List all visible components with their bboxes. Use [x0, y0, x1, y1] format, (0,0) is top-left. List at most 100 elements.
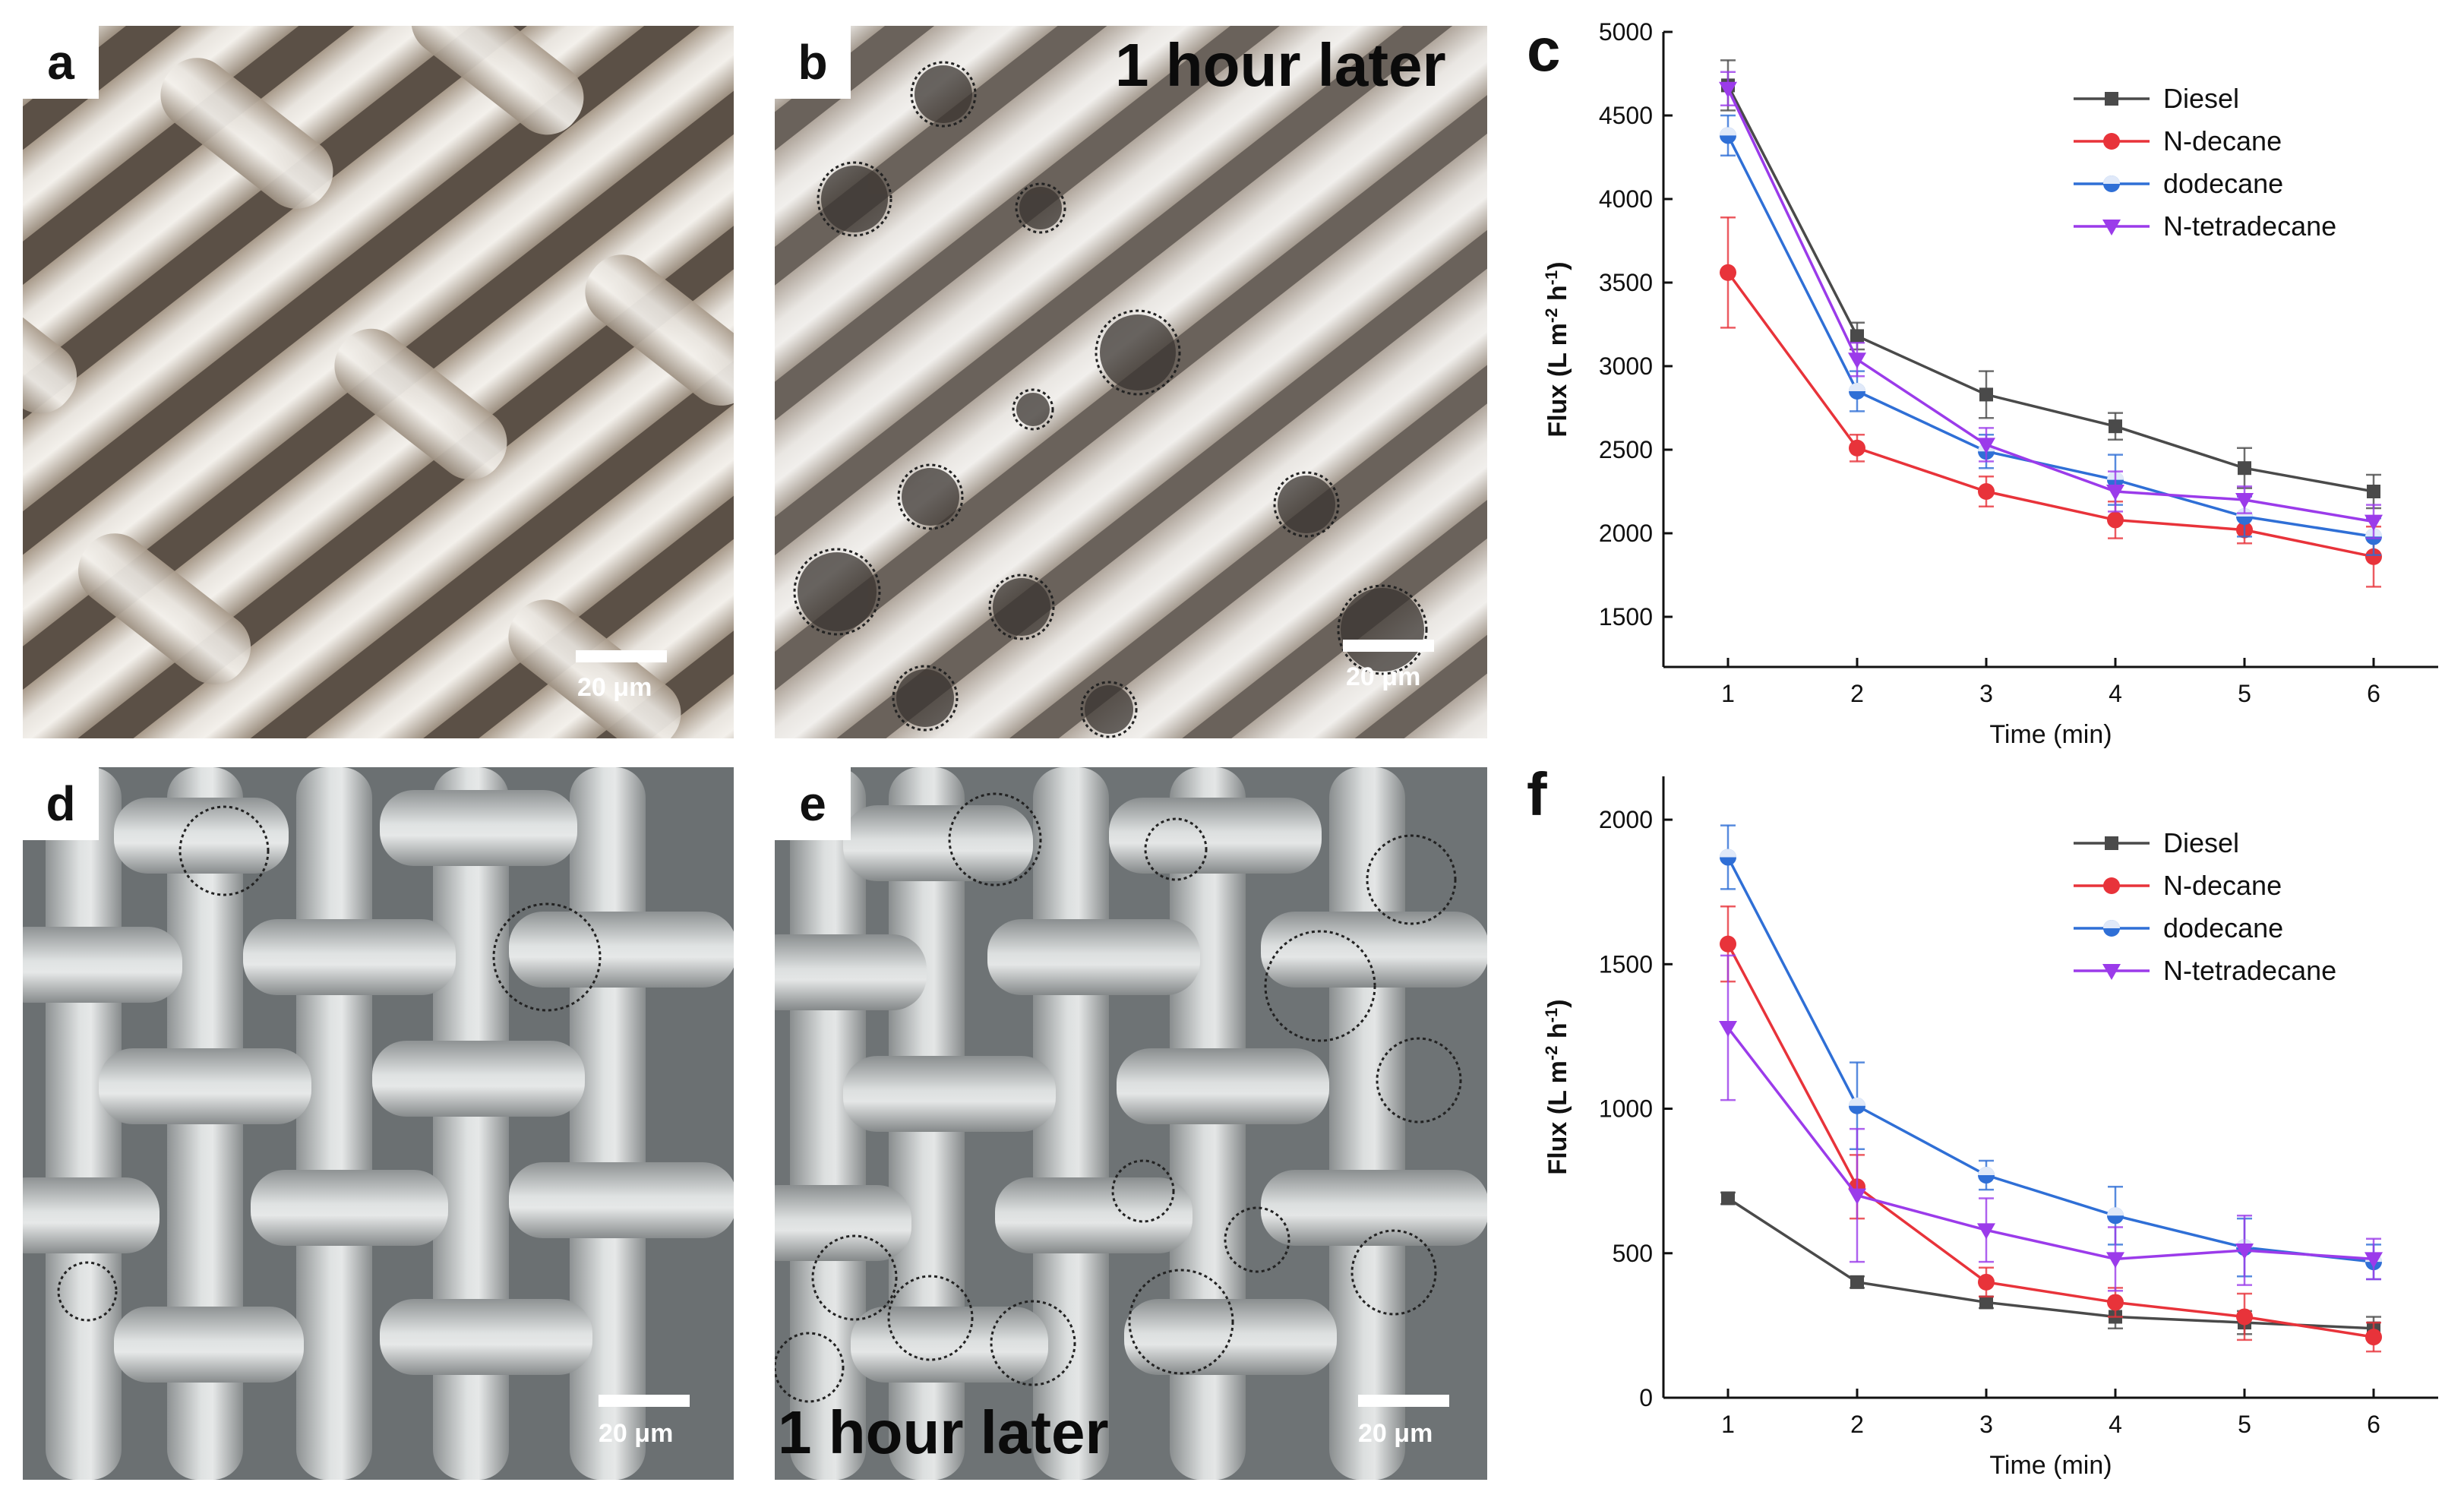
x-tick-label: 3	[1979, 680, 1993, 707]
legend-label: Diesel	[2163, 827, 2239, 858]
data-point-triangle	[1848, 352, 1866, 369]
y-tick-label: 2000	[1599, 520, 1653, 547]
series-diesel	[1720, 59, 2381, 510]
legend-item: N-tetradecane	[2074, 955, 2336, 986]
data-point-triangle	[1977, 1223, 1995, 1240]
data-point-triangle	[1848, 1188, 1866, 1205]
data-point-half	[2103, 920, 2120, 928]
y-tick-label: 2500	[1599, 436, 1653, 463]
data-point-circle	[2107, 1294, 2124, 1311]
series-n-decane	[1720, 216, 2382, 588]
y-tick-label: 1500	[1599, 950, 1653, 978]
micrograph-b: b 1 hour later 20 μm	[775, 26, 1487, 738]
x-tick-label: 5	[2238, 1411, 2251, 1438]
plain-weave-droplets-texture	[775, 767, 1487, 1480]
micrograph-e: e 1 hour later 20 μm	[775, 767, 1487, 1480]
flux-chart-f: 0 500 1000 1500 2000 1 2 3 4 5 6 Time (min) Flux (L …	[1542, 776, 2438, 1480]
series-line	[1726, 134, 2374, 539]
x-tick-label: 4	[2109, 1411, 2122, 1438]
data-point-half	[2107, 1207, 2124, 1216]
data-point-square	[2238, 461, 2251, 476]
panel-letter-e: e	[775, 767, 851, 840]
series-n-tetradecane	[1719, 71, 2383, 539]
y-tick-label: 3500	[1599, 269, 1653, 296]
micrograph-d: d 20 μm	[23, 767, 734, 1480]
data-point-circle	[1978, 483, 1995, 500]
data-point-triangle	[2364, 514, 2383, 531]
y-tick-label: 1500	[1599, 603, 1653, 630]
data-point-triangle	[2106, 485, 2124, 501]
legend-item: Diesel	[2074, 827, 2239, 858]
series-line	[1726, 271, 2374, 558]
data-point-square	[2105, 92, 2118, 106]
x-tick-label: 3	[1979, 1411, 1993, 1438]
x-axis-label: Time (min)	[1989, 1451, 2112, 1480]
scale-bar-a	[576, 650, 667, 662]
legend-label: N-tetradecane	[2163, 955, 2336, 986]
data-point-square	[2105, 836, 2118, 850]
data-point-half	[1720, 849, 1736, 858]
x-tick-label: 1	[1721, 1411, 1735, 1438]
legend-label: dodecane	[2163, 912, 2283, 943]
legend-item: dodecane	[2074, 912, 2283, 943]
legend-item: dodecane	[2074, 168, 2283, 199]
data-point-square	[1850, 329, 1864, 343]
data-point-square	[2367, 485, 2380, 498]
data-point-circle	[2365, 548, 2382, 565]
panel-letter-a: a	[23, 26, 99, 99]
data-point-circle	[1849, 439, 1865, 457]
y-tick-label: 1000	[1599, 1095, 1653, 1123]
scale-bar-d	[599, 1395, 690, 1407]
x-axis-label: Time (min)	[1989, 720, 2112, 749]
legend-item: N-decane	[2074, 870, 2282, 901]
series-dodecane	[1720, 824, 2382, 1281]
series-line	[1726, 1026, 2374, 1261]
panel-letter-f: f	[1527, 760, 1547, 828]
data-point-circle	[2236, 1308, 2253, 1326]
data-point-half	[1849, 1097, 1865, 1106]
y-tick-label: 3000	[1599, 352, 1653, 380]
data-point-circle	[1720, 935, 1736, 953]
data-point-triangle	[2235, 1243, 2254, 1259]
data-point-half	[2103, 175, 2120, 184]
data-point-circle	[2103, 877, 2120, 894]
y-tick-label: 5000	[1599, 18, 1653, 46]
x-tick-label: 2	[1850, 680, 1864, 707]
x-tick-label: 2	[1850, 1411, 1864, 1438]
x-tick-label: 6	[2367, 680, 2380, 707]
data-point-triangle	[1977, 438, 1995, 454]
data-point-circle	[1978, 1273, 1995, 1291]
data-point-triangle	[2102, 220, 2121, 235]
x-tick-label: 5	[2238, 680, 2251, 707]
legend-label: N-decane	[2163, 125, 2282, 156]
scale-label-e: 20 μm	[1358, 1419, 1433, 1448]
data-point-half	[1978, 1167, 1995, 1176]
plain-weave-texture	[23, 767, 734, 1480]
scale-bar-b	[1343, 640, 1434, 652]
scale-bar-e	[1358, 1395, 1449, 1407]
y-axis-label: Flux (L m-2 h-1)	[1542, 261, 1572, 437]
micrograph-a: a 20 μm	[23, 26, 734, 738]
y-axis-label: Flux (L m-2 h-1)	[1542, 999, 1572, 1174]
data-point-triangle	[2102, 964, 2121, 980]
legend-item: N-decane	[2074, 125, 2282, 156]
y-tick-label: 4500	[1599, 102, 1653, 129]
legend-item: Diesel	[2074, 83, 2239, 114]
data-point-circle	[2107, 511, 2124, 529]
data-point-circle	[1720, 264, 1736, 281]
data-point-square	[2109, 419, 2122, 434]
scale-label-d: 20 μm	[599, 1419, 674, 1448]
series-n-tetradecane	[1719, 954, 2383, 1292]
data-point-circle	[2365, 1329, 2382, 1346]
y-tick-label: 4000	[1599, 185, 1653, 213]
data-point-triangle	[1719, 1021, 1737, 1038]
data-point-half	[1720, 127, 1736, 136]
data-point-square	[1721, 1191, 1735, 1206]
scale-label-b: 20 μm	[1346, 662, 1421, 691]
legend-item: N-tetradecane	[2074, 210, 2336, 242]
legend-label: N-tetradecane	[2163, 210, 2336, 242]
data-point-square	[1979, 1295, 1993, 1310]
twill-weave-texture	[23, 26, 734, 738]
y-tick-label: 500	[1613, 1240, 1653, 1267]
data-point-circle	[2103, 133, 2120, 150]
